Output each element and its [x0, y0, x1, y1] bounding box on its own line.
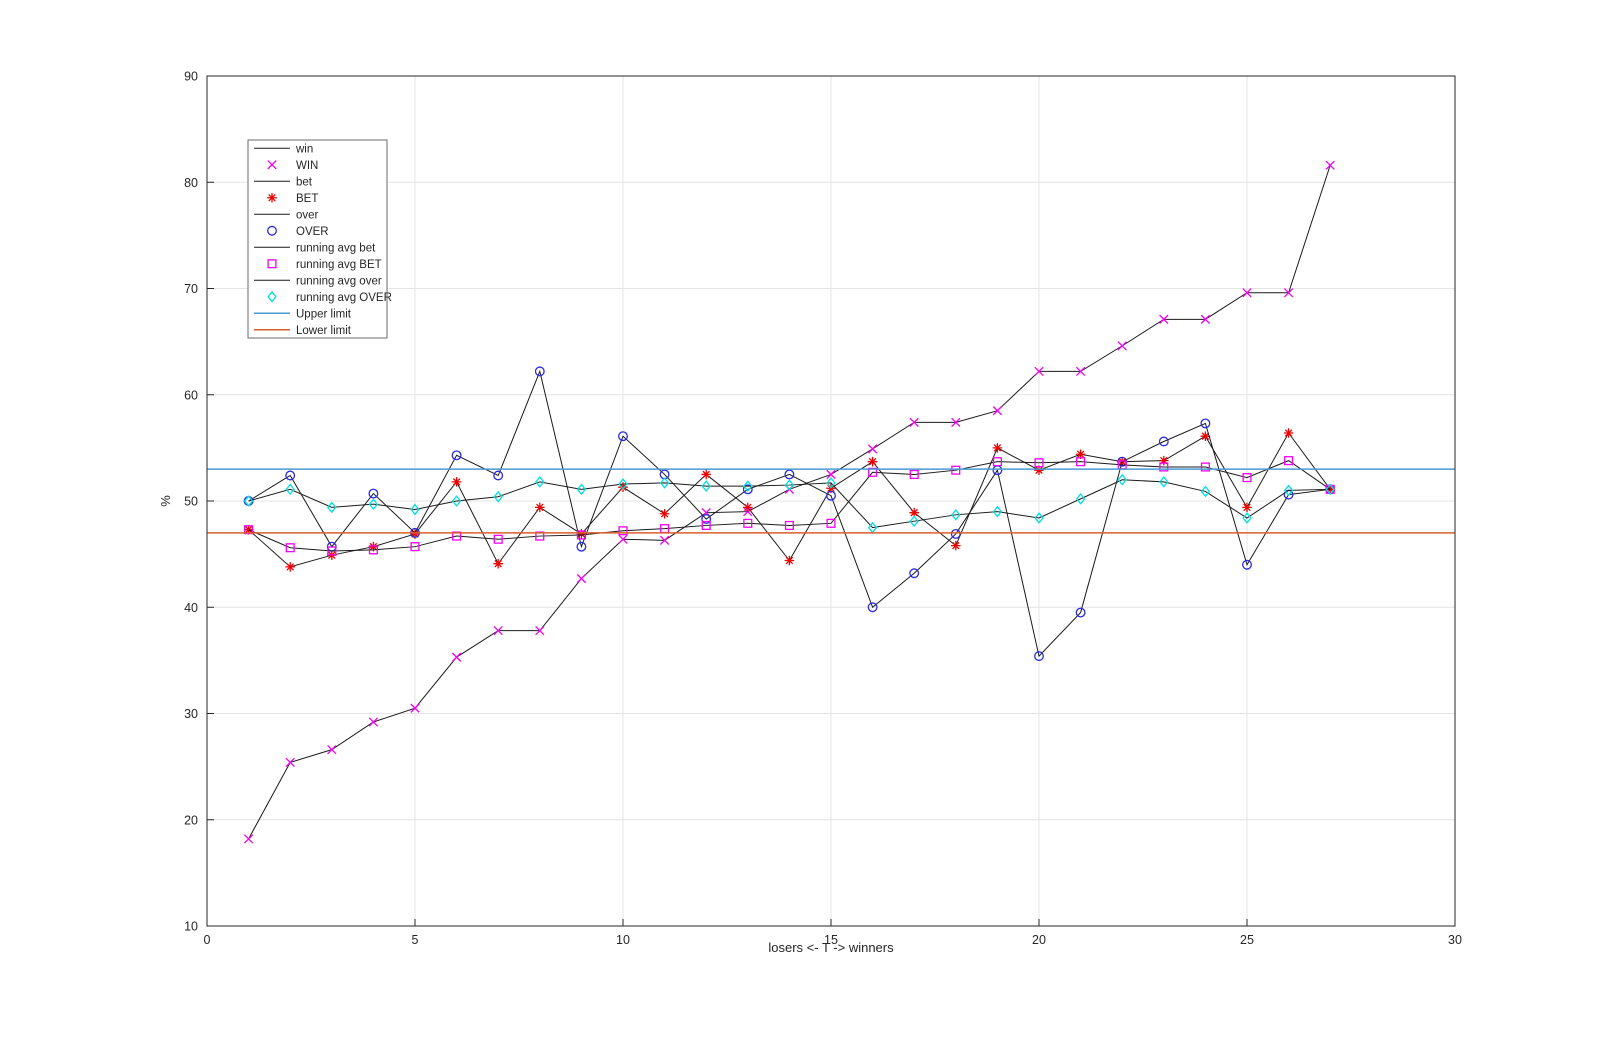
series-running-avg-over: [243, 473, 1335, 534]
y-tick-label-60: 60: [184, 388, 198, 402]
y-tick-label-80: 80: [184, 176, 198, 190]
legend-item-win: win: [254, 143, 313, 155]
series-over: [243, 366, 1336, 662]
x-tick-label-5: 5: [412, 933, 419, 947]
y-axis-label: %: [158, 495, 173, 507]
legend-item-upper-limit: Upper limit: [254, 308, 352, 320]
legend-item-running-avg-bet: running avg BET: [267, 259, 382, 271]
legend-item-label: Lower limit: [296, 325, 352, 337]
series-bet: [243, 428, 1335, 572]
x-tick-label-10: 10: [616, 933, 630, 947]
legend-item-label: running avg BET: [296, 259, 382, 271]
legend-item-over: OVER: [267, 226, 329, 238]
tick-labels: 0 5 10 15 20 25 30 10 20 30 40 50 60 70 80 90: [184, 70, 1462, 948]
y-tick-label-20: 20: [184, 813, 198, 827]
y-tick-label-50: 50: [184, 495, 198, 509]
legend-item-win: WIN: [267, 160, 318, 172]
series-over: [248, 369, 1331, 658]
legend-item-label: running avg bet: [296, 242, 376, 254]
legend-item-running-avg-over: running avg OVER: [267, 290, 392, 304]
legend-item-bet: bet: [254, 176, 313, 188]
legend-item-label: win: [295, 143, 313, 155]
x-axis-label: losers <- T -> winners: [768, 940, 894, 955]
y-tick-label-40: 40: [184, 601, 198, 615]
y-tick-label-10: 10: [184, 920, 198, 934]
series-win: [248, 165, 1331, 840]
gridlines: [207, 76, 1455, 926]
x-tick-label-15: 15: [824, 933, 838, 947]
legend-item-label: WIN: [296, 160, 318, 172]
series-running-avg-bet: [244, 456, 1335, 556]
series-running-avg-bet: [248, 460, 1331, 552]
legend-item-label: OVER: [296, 226, 329, 238]
tick-marks: [206, 75, 1456, 927]
x-tick-label-20: 20: [1032, 933, 1046, 947]
legend-item-label: BET: [296, 193, 318, 205]
legend-box: [247, 139, 388, 339]
series-running-avg-over: [248, 479, 1331, 529]
legend-item-label: over: [296, 209, 319, 221]
y-tick-label-30: 30: [184, 707, 198, 721]
legend-item-label: running avg over: [296, 275, 382, 287]
legend-item-over: over: [254, 209, 319, 221]
legend-item-running-avg-bet: running avg bet: [254, 242, 376, 254]
legend-item-lower-limit: Lower limit: [254, 325, 352, 337]
legend-item-label: Upper limit: [296, 308, 352, 320]
legend-item-running-avg-over: running avg over: [254, 275, 382, 287]
legend-item-label: running avg OVER: [296, 292, 392, 304]
legend-item-bet: BET: [267, 193, 318, 205]
y-tick-label-90: 90: [184, 70, 198, 84]
legend-item-label: bet: [296, 176, 313, 188]
x-tick-label-30: 30: [1448, 933, 1462, 947]
x-tick-label-0: 0: [204, 933, 211, 947]
x-tick-label-25: 25: [1240, 933, 1254, 947]
y-tick-label-70: 70: [184, 282, 198, 296]
series-win: [243, 160, 1335, 844]
legend: win WIN bet BET over OVER running avg bet runni…: [247, 139, 392, 339]
